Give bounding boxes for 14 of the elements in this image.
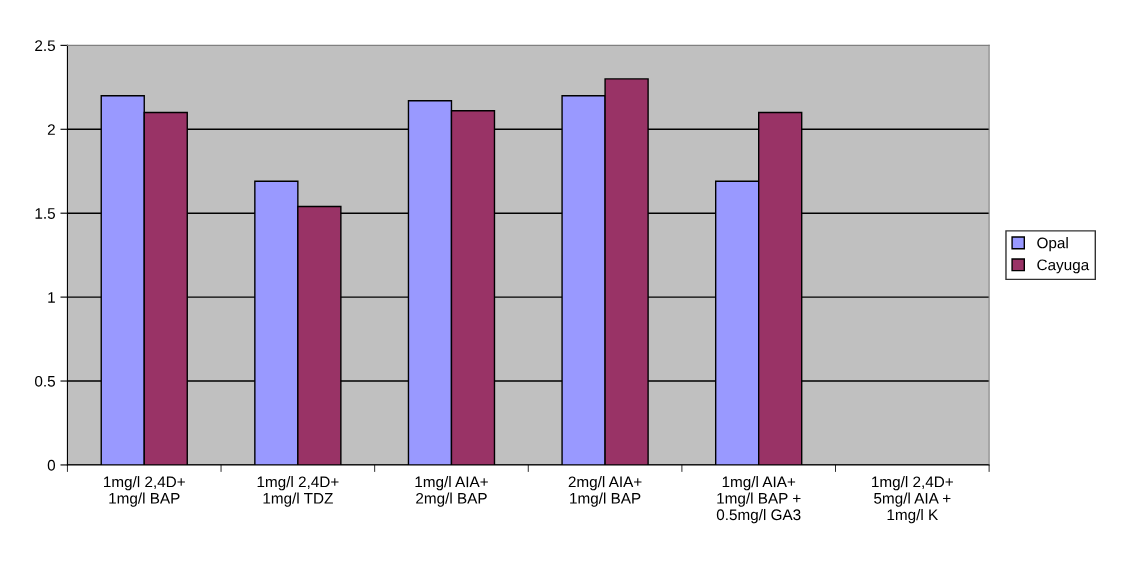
x-tick-label: 2mg/l AIA+ 1mg/l BAP — [568, 476, 642, 507]
x-tick-label: 1mg/l AIA+ 2mg/l BAP — [415, 476, 488, 507]
y-tick-label: 0 — [47, 459, 56, 471]
y-tick-label: 0.5 — [35, 375, 55, 387]
x-tick-label: 1mg/l 2,4D+ 1mg/l TDZ — [257, 476, 339, 507]
y-tick-label: 1 — [48, 292, 55, 303]
x-tick-label: 1mg/l AIA+ 1mg/l BAP + 0.5mg/l GA3 — [716, 476, 801, 524]
y-tick-label: 1.5 — [35, 208, 55, 219]
legend-label: Cayuga — [1037, 259, 1090, 274]
y-tick-label: 2.5 — [35, 40, 55, 52]
x-tick-label: 1mg/l 2,4D+ 5mg/l AIA + 1mg/l K — [872, 476, 953, 524]
legend-label: Opal — [1037, 237, 1068, 252]
y-tick-label: 2 — [47, 124, 55, 135]
x-tick-label: 1mg/l 2,4D+ 1mg/l BAP — [104, 476, 185, 507]
